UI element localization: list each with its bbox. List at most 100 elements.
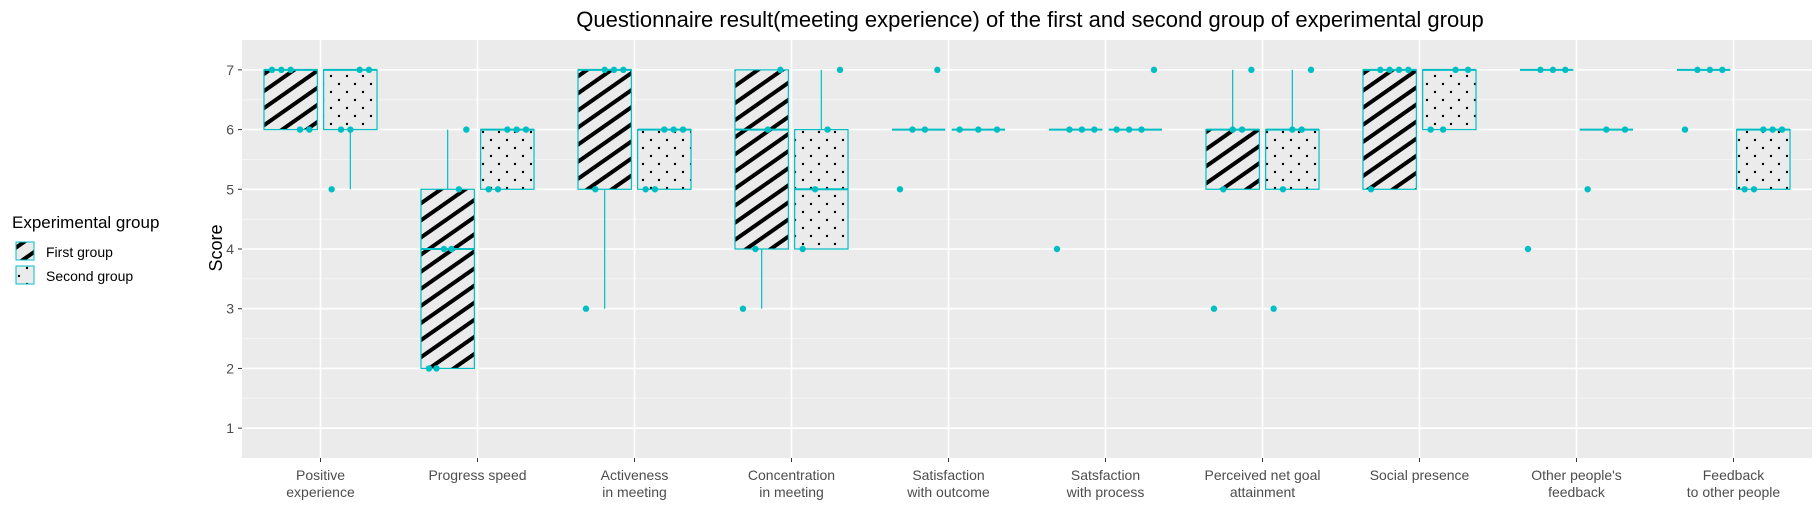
box-first-group: [1205, 69, 1260, 190]
data-point: [1452, 66, 1459, 74]
x-tick-label: Satisfaction with outcome: [906, 467, 990, 500]
y-tick-label: 5: [226, 181, 234, 197]
box-body: [637, 128, 692, 190]
x-tick-label: Perceived net goal attainment: [1205, 467, 1321, 500]
box-body: [1362, 69, 1417, 190]
data-point: [365, 66, 373, 74]
data-point: [425, 365, 433, 372]
data-point: [463, 126, 470, 133]
data-point: [651, 186, 659, 193]
box-body: [577, 69, 632, 190]
data-point: [337, 126, 345, 133]
data-point: [620, 66, 627, 74]
data-point: [448, 245, 455, 253]
data-point: [661, 126, 668, 133]
data-point: [504, 126, 511, 133]
data-point: [1270, 305, 1277, 312]
data-point: [1298, 126, 1305, 133]
box-second-group: [637, 128, 692, 190]
y-tick-label: 6: [226, 122, 234, 138]
box-first-group: [577, 68, 632, 309]
data-point: [278, 66, 285, 74]
data-point: [522, 126, 530, 133]
data-point: [296, 126, 304, 133]
grid-lines: [242, 40, 1812, 458]
data-point: [1125, 126, 1133, 133]
data-point: [347, 126, 354, 133]
data-point: [455, 186, 463, 193]
y-axis-title: Score: [206, 224, 226, 271]
data-point: [1113, 126, 1120, 133]
x-tick-label: Positive experience: [286, 467, 355, 500]
data-point: [1760, 126, 1767, 133]
box-body: [1205, 128, 1260, 190]
box-second-group: [1422, 68, 1477, 131]
data-point: [1778, 126, 1786, 133]
box-first-group: [1362, 68, 1417, 190]
data-point: [1549, 66, 1557, 74]
data-point: [1091, 126, 1098, 133]
x-tick-label: Other people's feedback: [1531, 467, 1622, 500]
box-second-group: [1265, 69, 1320, 190]
data-point: [993, 126, 1001, 133]
box-second-group: [480, 128, 535, 190]
data-point: [485, 186, 492, 193]
x-tick-label: Concentration in meeting: [748, 467, 835, 500]
box-body: [734, 69, 789, 250]
data-point: [1719, 66, 1726, 74]
box-body: [323, 69, 378, 131]
data-point: [494, 186, 502, 193]
box-body: [1265, 128, 1320, 190]
data-point: [1307, 66, 1315, 74]
data-point: [592, 186, 599, 193]
box-second-group: [1736, 128, 1791, 190]
data-point: [1053, 245, 1061, 253]
x-tick-label: Social presence: [1370, 467, 1470, 483]
box-second-group: [794, 69, 849, 250]
box-body: [1736, 128, 1791, 190]
legend-title: Experimental group: [12, 213, 159, 232]
box-second-group: [323, 68, 378, 190]
data-point: [934, 66, 941, 74]
data-point: [440, 245, 448, 253]
y-tick-label: 3: [226, 301, 234, 317]
data-point: [1694, 66, 1701, 74]
x-tick-label: Satsfaction with process: [1066, 467, 1145, 500]
data-point: [1210, 305, 1218, 312]
x-axis-ticks: Positive experience Progress speed Activene…: [286, 458, 1780, 500]
data-point: [1367, 186, 1375, 193]
legend: Experimental group First group Second gr…: [12, 213, 159, 285]
data-point: [1138, 126, 1145, 133]
data-point: [1427, 126, 1434, 133]
data-point: [1150, 66, 1158, 74]
legend-label-second-group: Second group: [46, 268, 133, 284]
y-tick-label: 7: [226, 62, 234, 78]
y-tick-label: 1: [226, 420, 234, 436]
data-point: [1706, 66, 1714, 74]
data-point: [1681, 126, 1689, 133]
data-point: [896, 186, 904, 193]
data-point: [799, 245, 806, 253]
data-point: [1248, 66, 1255, 74]
data-point: [1220, 186, 1227, 193]
box-series: [263, 68, 1791, 370]
data-point: [739, 305, 747, 312]
data-point: [1279, 186, 1287, 193]
data-point: [975, 126, 982, 133]
data-point: [1405, 66, 1412, 74]
data-point: [764, 126, 772, 133]
data-point: [1537, 66, 1544, 74]
data-point: [836, 66, 844, 74]
data-point: [306, 126, 313, 133]
data-point: [1464, 66, 1472, 74]
chart-title: Questionnaire result(meeting experience)…: [576, 7, 1483, 32]
data-point: [670, 126, 677, 133]
data-point: [1741, 186, 1748, 193]
data-point: [1229, 126, 1236, 133]
box-body: [480, 128, 535, 190]
legend-swatch-second-group: [15, 265, 35, 285]
data-point: [433, 365, 440, 372]
y-tick-label: 2: [226, 360, 234, 376]
data-point: [1562, 66, 1569, 74]
data-point: [513, 126, 520, 133]
